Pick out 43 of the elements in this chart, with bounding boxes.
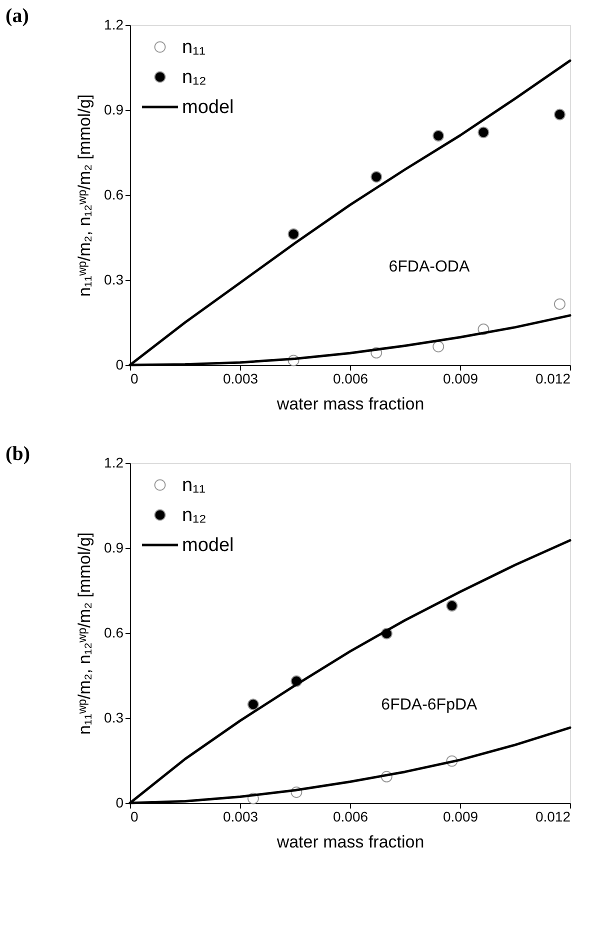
y-tick-label: 0.9	[104, 540, 124, 556]
y-tick-label: 1.2	[104, 454, 124, 470]
x-tick-label: 0.009	[442, 808, 478, 824]
y-tick-label: 1.2	[104, 16, 124, 32]
point	[554, 298, 566, 310]
x-tick-label: 0.006	[332, 370, 368, 386]
y-axis-title: n₁₁ʷᵖ/m₂, n₁₂ʷᵖ/m₂ [mmol/g]	[75, 94, 94, 297]
point	[288, 228, 300, 240]
x-tick-label: 0.012	[535, 808, 571, 824]
y-axis-title: n₁₁ʷᵖ/m₂, n₁₂ʷᵖ/m₂ [mmol/g]	[75, 532, 94, 735]
chart-title: (b)	[6, 443, 30, 465]
point	[478, 126, 490, 138]
y-tick-label: 0	[116, 356, 124, 372]
point	[247, 698, 259, 710]
legend-label: model	[182, 535, 234, 556]
x-tick-label: 0.003	[222, 808, 258, 824]
y-tick-label: 0.3	[104, 710, 124, 726]
legend-label: model	[182, 97, 234, 118]
annotation: 6FDA-6FpDA	[381, 696, 478, 714]
y-tick-label: 0	[116, 794, 124, 810]
x-axis-title: water mass fraction	[276, 394, 424, 414]
point	[432, 130, 444, 142]
point	[370, 171, 382, 183]
legend-label: n₁₁	[182, 37, 206, 58]
legend-label: n₁₁	[182, 475, 206, 496]
legend-label: n₁₂	[182, 505, 206, 526]
point	[446, 600, 458, 612]
x-axis-title: water mass fraction	[276, 832, 424, 852]
x-tick-label: 0	[130, 370, 138, 386]
y-tick-label: 0.9	[104, 102, 124, 118]
chart-title: (a)	[6, 5, 29, 27]
point	[554, 108, 566, 120]
x-tick-label: 0	[130, 808, 138, 824]
x-tick-label: 0.003	[222, 370, 258, 386]
x-tick-label: 0.012	[535, 370, 571, 386]
x-tick-label: 0.006	[332, 808, 368, 824]
legend-label: n₁₂	[182, 67, 206, 88]
x-tick-label: 0.009	[442, 370, 478, 386]
y-tick-label: 0.3	[104, 272, 124, 288]
annotation: 6FDA-ODA	[388, 258, 470, 276]
y-tick-label: 0.6	[104, 624, 124, 640]
point	[432, 340, 444, 352]
y-tick-label: 0.6	[104, 186, 124, 202]
